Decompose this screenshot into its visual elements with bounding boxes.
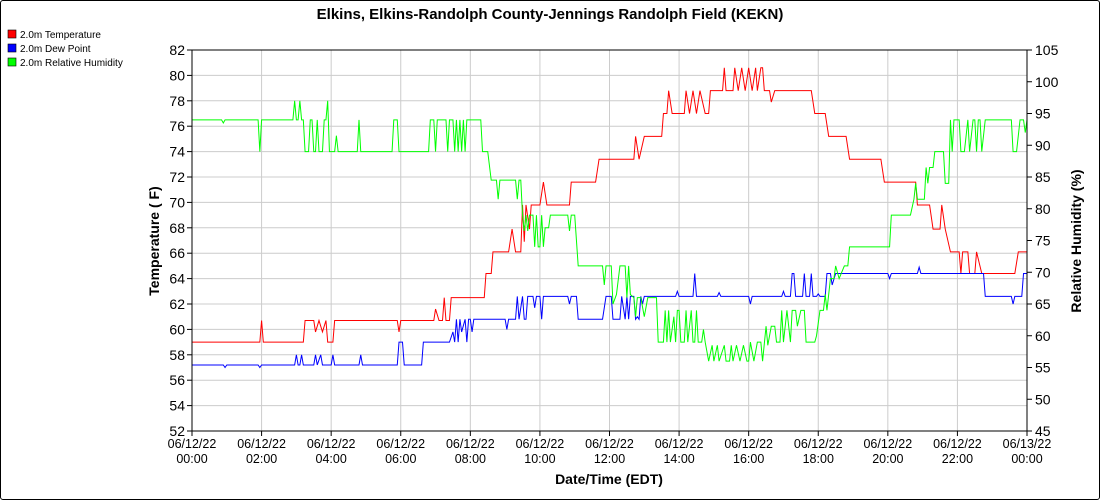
right-tick-label: 50 [1035,391,1051,407]
left-tick-label: 54 [169,398,185,414]
x-tick-time: 16:00 [733,452,764,466]
x-tick-time: 02:00 [246,452,277,466]
right-tick-label: 70 [1035,264,1051,280]
left-tick-label: 72 [169,169,185,185]
legend-label: 2.0m Relative Humidity [20,58,123,69]
series-line-2-0m-relative-humidity [192,100,1028,362]
right-tick-label: 85 [1035,169,1051,185]
x-tick-time: 18:00 [803,452,834,466]
right-axis-label: Relative Humidity (%) [1068,169,1084,312]
right-tick-label: 90 [1035,137,1051,153]
x-tick-date: 06/12/22 [933,437,982,451]
right-tick-label: 45 [1035,423,1051,439]
series-line-2-0m-dew-point [192,265,1027,369]
x-tick-time: 00:00 [176,452,207,466]
x-tick-time: 14:00 [663,452,694,466]
legend-swatch [7,29,17,39]
x-tick-date: 06/12/22 [168,437,217,451]
x-tick-date: 06/12/22 [376,437,425,451]
x-tick-time: 04:00 [316,452,347,466]
left-tick-label: 56 [169,372,185,388]
right-tick-label: 60 [1035,328,1051,344]
left-axis-ticks: 52 54 56 58 60 62 64 66 68 70 72 74 76 78 80 82 [169,42,192,439]
x-tick-time: 10:00 [524,452,555,466]
right-tick-label: 65 [1035,296,1051,312]
x-tick-date: 06/12/22 [307,437,356,451]
left-tick-label: 78 [169,93,185,109]
legend-swatch [7,43,17,53]
legend-swatch [7,57,17,67]
x-tick-time: 22:00 [942,452,973,466]
x-tick-time: 12:00 [594,452,625,466]
x-axis-ticks: 06/12/2200:0006/12/2202:0006/12/2204:000… [168,431,1052,466]
x-tick-date: 06/12/22 [794,437,843,451]
x-tick-date: 06/12/22 [446,437,495,451]
x-tick-date: 06/12/22 [724,437,773,451]
series-line-2-0m-temperature [192,67,1027,343]
gridlines [191,49,1028,432]
legend-label: 2.0m Temperature [20,30,101,41]
x-tick-time: 00:00 [1011,452,1042,466]
chart-title: Elkins, Elkins-Randolph County-Jennings … [317,6,784,23]
right-tick-label: 80 [1035,201,1051,217]
left-tick-label: 68 [169,220,185,236]
plot-area-border [191,49,1028,432]
right-tick-label: 75 [1035,233,1051,249]
left-tick-label: 70 [169,194,185,210]
right-axis-ticks: 45 50 55 60 65 70 75 80 85 90 95 100 105 [1027,42,1059,439]
left-tick-label: 52 [169,423,185,439]
left-tick-label: 60 [169,321,185,337]
x-tick-date: 06/12/22 [585,437,634,451]
x-tick-date: 06/12/22 [516,437,565,451]
left-tick-label: 62 [169,296,185,312]
legend-label: 2.0m Dew Point [20,44,91,55]
right-tick-label: 95 [1035,106,1051,122]
left-tick-label: 80 [169,67,185,83]
legend: 2.0m Temperature 2.0m Dew Point 2.0m Relat… [7,29,123,69]
right-tick-label: 55 [1035,360,1051,376]
series-lines [192,67,1028,369]
x-tick-date: 06/12/22 [237,437,286,451]
left-tick-label: 74 [169,144,185,160]
left-tick-label: 58 [169,347,185,363]
right-tick-label: 100 [1035,74,1059,90]
x-tick-time: 08:00 [455,452,486,466]
left-tick-label: 76 [169,118,185,134]
x-tick-time: 06:00 [385,452,416,466]
right-tick-label: 105 [1035,42,1059,58]
x-tick-time: 20:00 [872,452,903,466]
x-tick-date: 06/12/22 [863,437,912,451]
x-axis-label: Date/Time (EDT) [555,471,663,487]
left-tick-label: 64 [169,271,185,287]
left-tick-label: 66 [169,245,185,261]
x-tick-date: 06/12/22 [655,437,704,451]
x-tick-date: 06/13/22 [1003,437,1052,451]
left-axis-label: Temperature ( F) [146,186,162,295]
left-tick-label: 82 [169,42,185,58]
